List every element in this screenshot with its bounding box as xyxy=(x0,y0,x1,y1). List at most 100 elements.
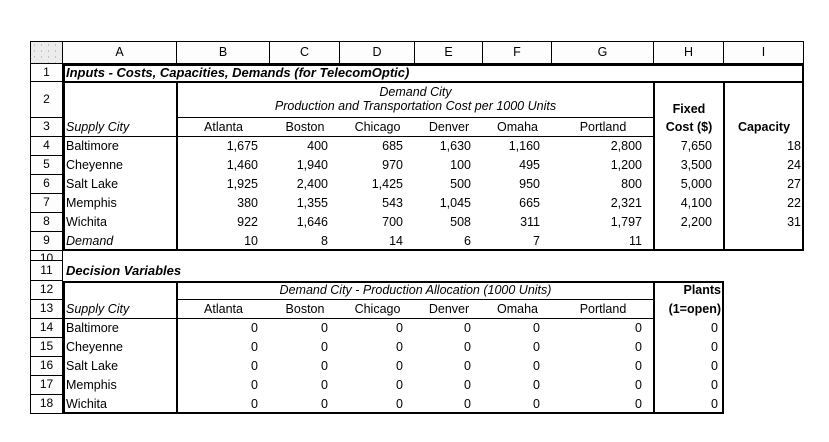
cell-C4[interactable]: 400 xyxy=(307,138,328,153)
cell-H15[interactable]: 0 xyxy=(711,339,718,354)
cell-I12[interactable] xyxy=(724,281,804,300)
cell-F14[interactable]: 0 xyxy=(533,320,540,335)
cell-B5[interactable]: 1,460 xyxy=(226,157,258,172)
cell-E3-denver[interactable]: Denver xyxy=(428,119,470,134)
cell-G18[interactable]: 0 xyxy=(635,396,642,411)
cell-A6-city[interactable]: Salt Lake xyxy=(66,176,119,191)
cell-B18[interactable]: 0 xyxy=(251,396,258,411)
cell-G5[interactable]: 1,200 xyxy=(610,157,642,172)
cell-G7[interactable]: 2,321 xyxy=(610,195,642,210)
cell-A9-demand-label[interactable]: Demand xyxy=(66,233,114,248)
cell-F16[interactable]: 0 xyxy=(533,358,540,373)
cell-F15[interactable]: 0 xyxy=(533,339,540,354)
cell-I7[interactable]: 22 xyxy=(787,195,801,210)
cell-B14[interactable]: 0 xyxy=(251,320,258,335)
col-header-C[interactable]: C xyxy=(270,41,340,64)
col-header-I[interactable]: I xyxy=(724,41,804,64)
cell-C14[interactable]: 0 xyxy=(321,320,328,335)
row-header-6[interactable]: 6 xyxy=(30,175,63,194)
cell-B16[interactable]: 0 xyxy=(251,358,258,373)
cell-A15-city[interactable]: Cheyenne xyxy=(66,339,123,354)
cell-H2-fixed-label[interactable]: Fixed xyxy=(672,102,706,117)
row-header-5[interactable]: 5 xyxy=(30,156,63,175)
cell-G17[interactable]: 0 xyxy=(635,377,642,392)
cell-I5[interactable]: 24 xyxy=(787,157,801,172)
cell-B6[interactable]: 1,925 xyxy=(226,176,258,191)
row-header-1[interactable]: 1 xyxy=(30,64,63,82)
cell-I3-capacity-label[interactable]: Capacity xyxy=(737,119,791,134)
cell-I9[interactable] xyxy=(724,232,804,251)
cell-D5[interactable]: 970 xyxy=(382,157,403,172)
cell-A2[interactable] xyxy=(63,82,177,118)
cell-D9[interactable]: 14 xyxy=(389,233,403,248)
col-header-A[interactable]: A xyxy=(63,41,177,64)
cell-G9[interactable]: 11 xyxy=(629,233,642,248)
cell-I8[interactable]: 31 xyxy=(787,214,801,229)
row-header-12[interactable]: 12 xyxy=(30,281,63,300)
cell-I15[interactable] xyxy=(724,338,804,357)
cell-B15[interactable]: 0 xyxy=(251,339,258,354)
cell-I18[interactable] xyxy=(724,395,804,414)
cell-C9[interactable]: 8 xyxy=(321,233,328,248)
cell-C13-boston[interactable]: Boston xyxy=(285,301,325,316)
select-all-corner[interactable] xyxy=(30,41,63,64)
cell-H18[interactable]: 0 xyxy=(711,396,718,411)
cell-F5[interactable]: 495 xyxy=(519,157,540,172)
cell-G3-portland[interactable]: Portland xyxy=(579,119,627,134)
cell-A3-supply-city-label[interactable]: Supply City xyxy=(66,119,130,134)
row-header-10[interactable]: 10 xyxy=(30,251,63,261)
row-header-9[interactable]: 9 xyxy=(30,232,63,251)
cell-row10-area[interactable] xyxy=(63,251,804,261)
cell-F7[interactable]: 665 xyxy=(519,195,540,210)
cell-F6[interactable]: 950 xyxy=(519,176,540,191)
cell-F13-omaha[interactable]: Omaha xyxy=(497,301,538,316)
cell-G13-portland[interactable]: Portland xyxy=(579,301,627,316)
cell-C7[interactable]: 1,355 xyxy=(296,195,328,210)
row-header-14[interactable]: 14 xyxy=(30,319,63,338)
cell-H3-cost-label[interactable]: Cost ($) xyxy=(665,119,713,134)
cell-D3-chicago[interactable]: Chicago xyxy=(354,119,401,134)
cell-B4[interactable]: 1,675 xyxy=(226,138,258,153)
cell-D17[interactable]: 0 xyxy=(396,377,403,392)
cell-I6[interactable]: 27 xyxy=(787,176,801,191)
cell-I16[interactable] xyxy=(724,357,804,376)
cell-E6[interactable]: 500 xyxy=(450,176,471,191)
cell-E16[interactable]: 0 xyxy=(464,358,471,373)
cell-A17-city[interactable]: Memphis xyxy=(66,377,117,392)
cell-I17[interactable] xyxy=(724,376,804,395)
cell-C18[interactable]: 0 xyxy=(321,396,328,411)
row-header-11[interactable]: 11 xyxy=(30,261,63,281)
cell-B17[interactable]: 0 xyxy=(251,377,258,392)
cell-H12-plants-label[interactable]: Plants xyxy=(683,282,721,297)
cell-E4[interactable]: 1,630 xyxy=(439,138,471,153)
cell-A13-supply-city-label[interactable]: Supply City xyxy=(66,301,130,316)
col-header-D[interactable]: D xyxy=(340,41,415,64)
cell-H8[interactable]: 2,200 xyxy=(680,214,712,229)
cell-C6[interactable]: 2,400 xyxy=(296,176,328,191)
cell-C16[interactable]: 0 xyxy=(321,358,328,373)
cell-D4[interactable]: 685 xyxy=(382,138,403,153)
cell-I4[interactable]: 18 xyxy=(787,138,801,153)
cell-D18[interactable]: 0 xyxy=(396,396,403,411)
col-header-F[interactable]: F xyxy=(483,41,552,64)
cell-E5[interactable]: 100 xyxy=(450,157,471,172)
cell-E8[interactable]: 508 xyxy=(450,214,471,229)
cell-A14-city[interactable]: Baltimore xyxy=(66,320,119,335)
cell-H17[interactable]: 0 xyxy=(711,377,718,392)
cell-H4[interactable]: 7,650 xyxy=(680,138,712,153)
col-header-B[interactable]: B xyxy=(177,41,270,64)
row-header-7[interactable]: 7 xyxy=(30,194,63,213)
cell-D13-chicago[interactable]: Chicago xyxy=(354,301,401,316)
cell-B13-atlanta[interactable]: Atlanta xyxy=(204,301,243,316)
cell-E13-denver[interactable]: Denver xyxy=(428,301,470,316)
cell-D15[interactable]: 0 xyxy=(396,339,403,354)
cell-H5[interactable]: 3,500 xyxy=(680,157,712,172)
cell-E18[interactable]: 0 xyxy=(464,396,471,411)
cell-A7-city[interactable]: Memphis xyxy=(66,195,117,210)
cell-B9[interactable]: 10 xyxy=(244,233,258,248)
row-header-13[interactable]: 13 xyxy=(30,300,63,319)
row-header-8[interactable]: 8 xyxy=(30,213,63,232)
cell-F8[interactable]: 311 xyxy=(520,214,540,229)
row-header-3[interactable]: 3 xyxy=(30,118,63,137)
cell-H13-open-label[interactable]: (1=open) xyxy=(668,301,721,316)
